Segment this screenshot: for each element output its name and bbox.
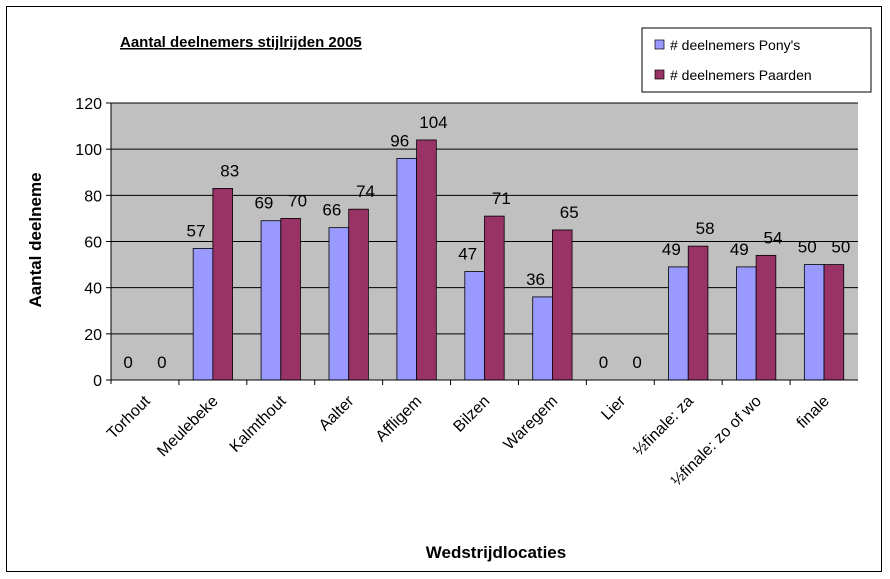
bar xyxy=(280,218,301,381)
bar xyxy=(212,188,233,381)
bar xyxy=(396,157,417,381)
data-label: 71 xyxy=(492,189,511,208)
x-category-label: Kalmthout xyxy=(227,392,290,455)
data-label: 58 xyxy=(696,219,715,238)
data-label: 83 xyxy=(220,161,239,180)
y-tick-label: 0 xyxy=(93,373,102,390)
x-category-label: Affligem xyxy=(373,393,426,446)
data-label: 54 xyxy=(764,228,783,247)
x-category-label: Torhout xyxy=(104,392,154,442)
data-label: 50 xyxy=(831,238,850,257)
legend-label-ponys: # deelnemers Pony's xyxy=(670,37,800,53)
bar xyxy=(192,248,214,381)
data-label: 0 xyxy=(157,353,166,372)
bar xyxy=(803,264,825,381)
data-label: 36 xyxy=(526,270,545,289)
bar xyxy=(736,266,757,381)
data-label: 57 xyxy=(187,221,206,240)
y-axis-title: Aantal deelneme xyxy=(26,172,45,307)
data-label: 74 xyxy=(356,182,375,201)
legend-box xyxy=(641,27,872,93)
data-label: 47 xyxy=(458,245,477,264)
x-category-label: Aalter xyxy=(316,392,358,434)
x-category-label: Meulebeke xyxy=(154,393,221,460)
data-label: 69 xyxy=(254,194,273,213)
legend-label-paarden: # deelnemers Paarden xyxy=(670,67,812,83)
bar xyxy=(823,264,845,381)
bar xyxy=(668,266,689,381)
legend: # deelnemers Pony's # deelnemers Paarden xyxy=(641,27,872,93)
data-label: 49 xyxy=(730,240,749,259)
x-category-label: Bilzen xyxy=(450,393,493,436)
legend-swatch-paarden xyxy=(654,69,665,80)
bar xyxy=(484,215,505,381)
data-label: 65 xyxy=(560,203,579,222)
bar xyxy=(348,208,369,381)
y-tick-label: 100 xyxy=(75,142,102,159)
y-tick-label: 40 xyxy=(84,281,102,298)
x-category-label: finale xyxy=(794,393,833,432)
data-label: 0 xyxy=(123,353,132,372)
chart-title: Aantal deelnemers stijlrijden 2005 xyxy=(120,34,362,51)
y-tick-label: 60 xyxy=(84,235,102,252)
data-label: 50 xyxy=(798,238,817,257)
data-label: 104 xyxy=(419,113,447,132)
y-tick-label: 120 xyxy=(75,96,102,113)
bar xyxy=(755,254,777,381)
legend-swatch-ponys xyxy=(654,39,665,50)
y-axis-ticks: 0 20 40 60 80 100 120 xyxy=(75,96,111,390)
data-label: 0 xyxy=(632,353,641,372)
y-tick-label: 80 xyxy=(84,188,102,205)
bar xyxy=(464,271,485,381)
data-label: 96 xyxy=(390,131,409,150)
x-category-label: ½finale: za xyxy=(630,393,697,460)
bar xyxy=(416,139,437,381)
data-label: 70 xyxy=(288,191,307,210)
bar xyxy=(687,245,709,381)
data-label: 49 xyxy=(662,240,681,259)
y-tick-label: 20 xyxy=(84,327,102,344)
data-labels: 0 0 57 83 69 70 66 74 96 104 47 71 36 65 0 0 49 58 49 54 50 5… xyxy=(123,113,850,372)
x-axis-categories: Torhout Meulebeke Kalmthout Aalter Affligem B… xyxy=(104,380,833,490)
bar xyxy=(328,227,350,381)
bar xyxy=(552,229,573,381)
bar xyxy=(260,220,282,381)
bars xyxy=(192,139,845,381)
x-category-label: Waregem xyxy=(501,393,562,454)
x-axis-title: Wedstrijdlocaties xyxy=(426,543,566,562)
bar xyxy=(532,296,553,381)
data-label: 66 xyxy=(322,201,341,220)
x-category-label: Lier xyxy=(598,392,629,423)
data-label: 0 xyxy=(599,353,608,372)
